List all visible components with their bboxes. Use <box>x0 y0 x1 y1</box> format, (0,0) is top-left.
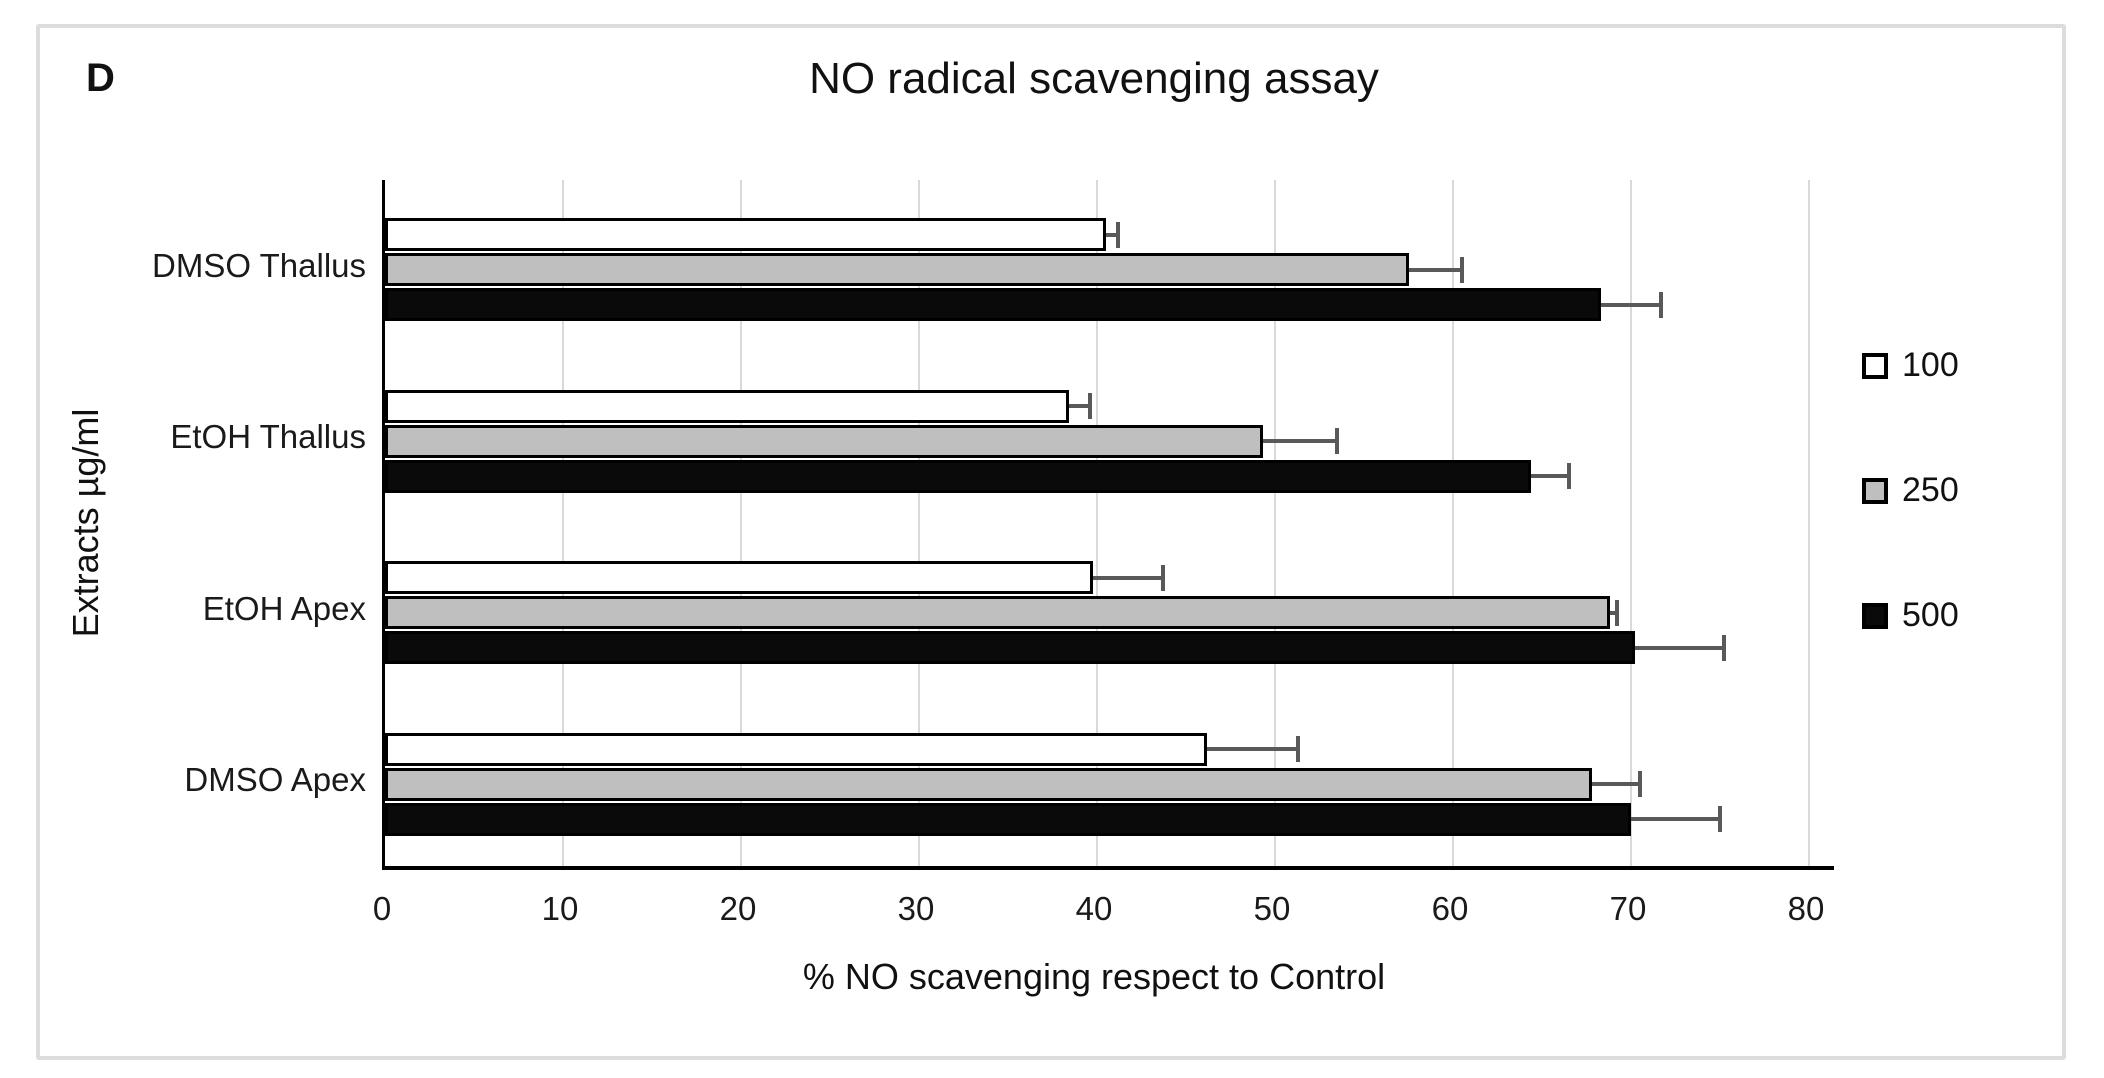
bar-100 <box>385 218 1106 251</box>
error-bar-cap <box>1721 634 1726 661</box>
legend-item-500: 500 <box>1862 596 1959 635</box>
chart-title: NO radical scavenging assay <box>809 54 1379 103</box>
x-axis-tick-label: 0 <box>372 890 392 927</box>
error-bar-cap <box>1614 599 1619 626</box>
error-bar-cap <box>1335 428 1340 454</box>
category-label: DMSO Thallus <box>152 246 366 284</box>
legend-label: 250 <box>1902 471 1959 509</box>
x-axis-line <box>382 866 1834 870</box>
bar-500 <box>385 631 1635 664</box>
error-bar <box>1631 806 1722 832</box>
error-bar-cap <box>1637 771 1642 797</box>
error-bar-cap <box>1459 256 1464 283</box>
bar-500 <box>385 802 1631 836</box>
bar-250 <box>385 596 1610 629</box>
legend-swatch-icon <box>1862 352 1888 379</box>
gridline <box>1452 180 1454 866</box>
bar-500 <box>385 288 1601 321</box>
legend-swatch-icon <box>1862 477 1888 504</box>
bar-100 <box>385 732 1208 766</box>
x-axis-tick-label: 50 <box>1253 890 1291 927</box>
error-bar <box>1262 428 1340 454</box>
x-axis-tick-label: 10 <box>541 890 579 927</box>
bar-250 <box>385 767 1592 801</box>
figure-panel: D NO radical scavenging assay Extracts µ… <box>36 24 2066 1060</box>
error-bar <box>1207 736 1301 762</box>
bar-250 <box>385 424 1263 458</box>
error-bar-cap <box>1116 221 1121 248</box>
legend-item-100: 100 <box>1862 346 1959 385</box>
error-bar <box>1105 221 1121 248</box>
x-axis-tick-label: 20 <box>719 890 757 927</box>
x-axis-title: % NO scavenging respect to Control <box>802 956 1386 997</box>
error-bar <box>1609 599 1619 626</box>
gridline <box>1630 180 1632 866</box>
gridline <box>918 180 920 866</box>
bar-100 <box>385 561 1094 594</box>
gridline <box>1096 180 1098 866</box>
legend-label: 100 <box>1902 346 1959 384</box>
error-bar-cap <box>1659 291 1664 318</box>
y-axis-category-labels: DMSO Thallus EtOH Thallus EtOH Apex DMSO Ap… <box>66 180 366 866</box>
legend-item-250: 250 <box>1862 471 1959 510</box>
gridline <box>1274 180 1276 866</box>
x-axis-tick-label: 70 <box>1609 890 1647 927</box>
category-label: EtOH Thallus <box>170 418 366 456</box>
legend-label: 500 <box>1902 596 1959 634</box>
error-bar <box>1591 771 1642 797</box>
x-axis-tick-label: 80 <box>1787 890 1825 927</box>
legend-swatch-icon <box>1862 602 1888 629</box>
error-bar <box>1600 291 1664 318</box>
gridline <box>740 180 742 866</box>
legend: 100 250 500 <box>1862 346 1959 635</box>
gridline <box>1808 180 1810 866</box>
x-axis-tick-labels: 0 10 20 30 40 50 60 70 80 <box>373 890 1825 930</box>
error-bar <box>1634 634 1726 661</box>
bar-100 <box>385 389 1069 423</box>
panel-letter: D <box>86 56 115 100</box>
x-axis-tick-label: 60 <box>1431 890 1469 927</box>
x-axis-tick-label: 40 <box>1075 890 1113 927</box>
error-bar <box>1408 256 1464 283</box>
category-label: DMSO Apex <box>184 761 366 799</box>
error-bar-cap <box>1296 736 1301 762</box>
x-axis-tick-label: 30 <box>897 890 935 927</box>
error-bar-cap <box>1566 463 1571 489</box>
error-bar <box>1093 564 1165 591</box>
gridline <box>562 180 564 866</box>
bar-250 <box>385 253 1409 286</box>
category-label: EtOH Apex <box>202 589 366 627</box>
error-bar-cap <box>1718 806 1722 832</box>
plot-area <box>382 180 1834 870</box>
error-bar-cap <box>1160 564 1165 591</box>
error-bar-cap <box>1087 393 1092 419</box>
bar-500 <box>385 459 1532 493</box>
error-bar <box>1531 463 1571 489</box>
error-bar <box>1068 393 1092 419</box>
